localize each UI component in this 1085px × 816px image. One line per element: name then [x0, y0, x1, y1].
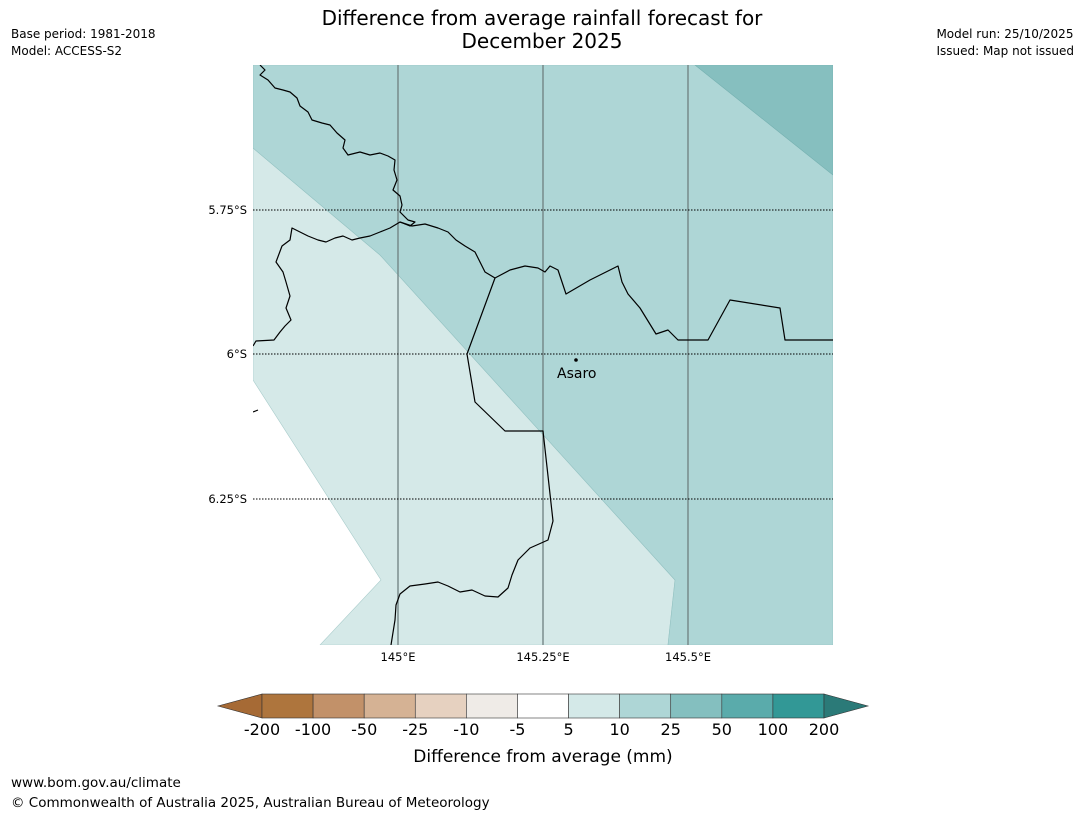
colorbar-box — [568, 693, 620, 719]
colorbar-tick-label: -200 — [244, 720, 280, 739]
colorbar-box — [414, 693, 467, 719]
metadata-right: Model run: 25/10/2025 Issued: Map not is… — [936, 26, 1074, 60]
colorbar-box — [363, 693, 416, 719]
boundary-central — [399, 221, 833, 341]
province-boundaries — [253, 65, 833, 645]
colorbar-extend-low — [216, 693, 263, 719]
colorbar-tick-label: -50 — [351, 720, 377, 739]
colorbar: -200 -100 -50 -25 -10 -5 5 10 25 50 100 200 — [216, 693, 870, 739]
colorbar-box — [772, 693, 825, 719]
colorbar-tick-label: 10 — [609, 720, 629, 739]
issued-text: Issued: Map not issued — [936, 44, 1074, 58]
lon-label-145-25: 145.25°E — [516, 650, 569, 664]
footer-copyright: © Commonwealth of Australia 2025, Austra… — [11, 795, 490, 811]
model-text: Model: ACCESS-S2 — [11, 44, 123, 58]
base-period-text: Base period: 1981-2018 — [11, 27, 156, 41]
map-title: Difference from average rainfall forecas… — [242, 7, 842, 53]
metadata-left: Base period: 1981-2018 Model: ACCESS-S2 — [11, 26, 156, 60]
colorbar-tick-label: 200 — [809, 720, 840, 739]
colorbar-box — [517, 693, 569, 719]
asaro-marker — [574, 358, 578, 362]
colorbar-box — [670, 693, 723, 719]
lat-label-5-75: 5.75°S — [208, 203, 247, 217]
map-panel: Asaro — [253, 65, 833, 645]
colorbar-extend-high — [823, 693, 870, 719]
footer-url: www.bom.gov.au/climate — [11, 775, 181, 791]
lat-label-6: 6°S — [227, 347, 247, 361]
boundary-northern — [253, 65, 416, 347]
title-line-2: December 2025 — [461, 29, 623, 53]
colorbar-tick-label: -10 — [453, 720, 479, 739]
colorbar-tick-label: 5 — [563, 720, 573, 739]
colorbar-box — [312, 693, 365, 719]
colorbar-tick-label: -100 — [295, 720, 331, 739]
colorbar-box — [466, 693, 518, 719]
colorbar-tick-label: -25 — [402, 720, 428, 739]
title-line-1: Difference from average rainfall forecas… — [321, 6, 763, 30]
colorbar-tick-label: 50 — [712, 720, 732, 739]
colorbar-tick-label: -5 — [509, 720, 525, 739]
colorbar-title: Difference from average (mm) — [413, 747, 672, 767]
colorbar-tick-label: 25 — [661, 720, 681, 739]
colorbar-box — [619, 693, 672, 719]
model-run-text: Model run: 25/10/2025 — [936, 27, 1074, 41]
asaro-label: Asaro — [557, 366, 596, 382]
colorbar-tick-label: 100 — [758, 720, 789, 739]
lon-label-145-5: 145.5°E — [665, 650, 711, 664]
lon-label-145: 145°E — [381, 650, 416, 664]
forecast-region-25-50mm — [694, 65, 833, 176]
lat-label-6-25: 6.25°S — [208, 492, 247, 506]
colorbar-box — [721, 693, 774, 719]
boundary-fragment — [253, 409, 259, 413]
boundary-diagonal — [390, 277, 554, 645]
colorbar-box — [261, 693, 314, 719]
